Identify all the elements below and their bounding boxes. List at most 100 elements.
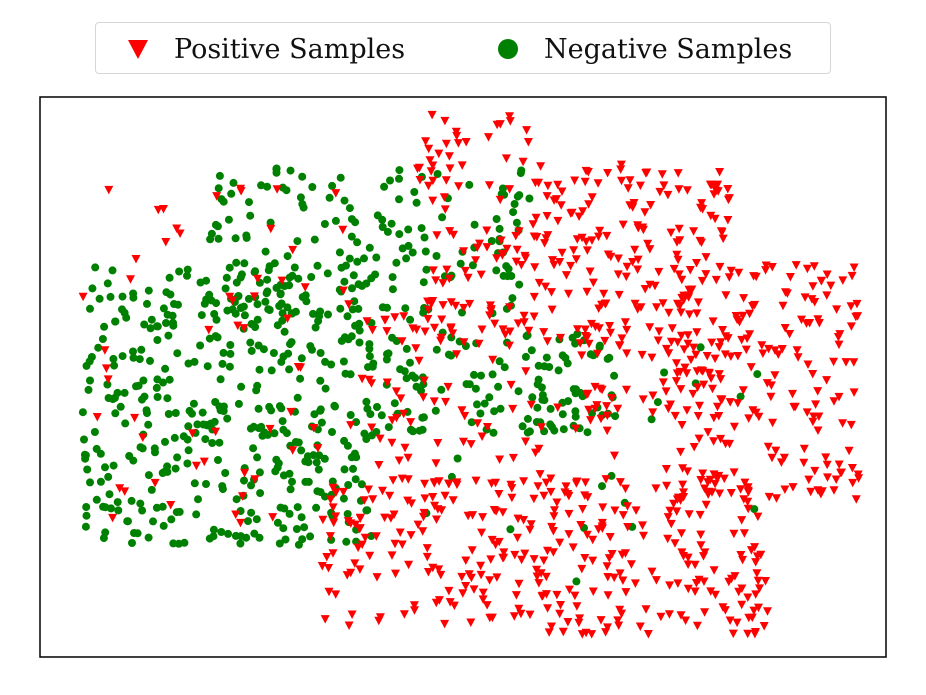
- positive-point: [563, 618, 573, 627]
- negative-point: [431, 406, 440, 415]
- positive-point: [603, 169, 613, 178]
- positive-point: [768, 418, 778, 428]
- positive-point: [623, 502, 632, 511]
- negative-point: [404, 225, 413, 234]
- positive-point: [313, 444, 323, 453]
- positive-point: [265, 424, 275, 434]
- positive-point: [519, 311, 529, 321]
- negative-point: [225, 362, 234, 371]
- negative-point: [354, 304, 363, 313]
- negative-point: [293, 503, 302, 512]
- positive-point: [382, 378, 392, 387]
- negative-point: [138, 444, 147, 453]
- negative-point: [339, 494, 348, 503]
- positive-point: [688, 389, 698, 399]
- positive-point: [713, 180, 723, 190]
- negative-point: [242, 533, 251, 542]
- negative-point: [347, 232, 356, 241]
- negative-point: [234, 399, 243, 408]
- positive-point: [811, 400, 821, 409]
- positive-point: [440, 205, 450, 214]
- positive-point: [808, 282, 818, 291]
- negative-point: [321, 384, 330, 393]
- negative-point: [158, 469, 167, 477]
- negative-point: [465, 180, 474, 189]
- negative-point: [247, 346, 256, 355]
- positive-point: [822, 291, 832, 300]
- positive-point: [639, 531, 648, 541]
- negative-point: [278, 316, 287, 325]
- positive-point: [403, 496, 413, 506]
- negative-point: [184, 422, 193, 431]
- negative-point: [223, 306, 232, 315]
- positive-point: [615, 569, 625, 578]
- positive-point: [318, 515, 328, 525]
- positive-point: [400, 443, 410, 453]
- positive-point: [514, 227, 524, 236]
- positive-point: [454, 182, 464, 191]
- negative-point: [140, 392, 149, 401]
- positive-point: [406, 531, 416, 540]
- positive-point: [502, 244, 512, 254]
- negative-point: [231, 531, 240, 540]
- negative-point: [312, 503, 321, 512]
- negative-point: [272, 168, 281, 177]
- positive-point: [529, 494, 539, 504]
- positive-point: [436, 333, 446, 343]
- positive-point: [512, 245, 522, 255]
- positive-point: [541, 234, 551, 243]
- positive-point: [536, 162, 546, 171]
- positive-point: [682, 186, 692, 195]
- negative-point: [269, 349, 278, 357]
- positive-point: [751, 628, 760, 637]
- positive-point: [443, 382, 453, 392]
- positive-point: [272, 185, 282, 194]
- negative-point: [398, 244, 407, 253]
- positive-point: [709, 190, 719, 199]
- positive-point: [346, 568, 356, 578]
- negative-point: [527, 346, 536, 355]
- positive-point: [293, 363, 303, 372]
- negative-point: [339, 357, 348, 366]
- positive-point: [388, 476, 398, 485]
- positive-point: [570, 176, 580, 185]
- positive-point: [525, 525, 535, 535]
- positive-point: [368, 495, 378, 504]
- positive-point: [322, 553, 332, 562]
- negative-point: [210, 417, 219, 426]
- positive-point: [737, 600, 747, 610]
- circle-marker-icon: [494, 35, 522, 63]
- positive-point: [399, 610, 409, 619]
- negative-point: [330, 401, 339, 410]
- positive-point: [793, 353, 803, 362]
- positive-point: [603, 573, 613, 582]
- positive-point: [715, 168, 725, 177]
- negative-point: [98, 335, 107, 343]
- negative-point: [296, 193, 305, 202]
- positive-point: [809, 412, 819, 421]
- positive-point: [713, 187, 723, 196]
- positive-point: [424, 144, 434, 154]
- positive-point: [166, 501, 176, 510]
- positive-point: [738, 555, 748, 565]
- positive-point: [403, 475, 413, 484]
- positive-point: [756, 550, 766, 560]
- negative-point: [477, 371, 485, 380]
- positive-point: [693, 383, 703, 392]
- positive-point: [410, 606, 419, 615]
- negative-point: [390, 399, 399, 408]
- positive-point: [744, 613, 754, 623]
- negative-point: [494, 382, 503, 391]
- positive-point: [737, 335, 747, 345]
- negative-point: [554, 366, 563, 375]
- positive-point: [581, 628, 591, 638]
- positive-point: [441, 139, 451, 149]
- negative-point: [485, 393, 494, 402]
- negative-point: [293, 393, 302, 402]
- positive-point: [478, 595, 488, 604]
- positive-point: [397, 540, 407, 549]
- positive-point: [253, 274, 263, 284]
- negative-point: [323, 269, 332, 278]
- positive-point: [683, 560, 693, 569]
- positive-point: [678, 480, 688, 490]
